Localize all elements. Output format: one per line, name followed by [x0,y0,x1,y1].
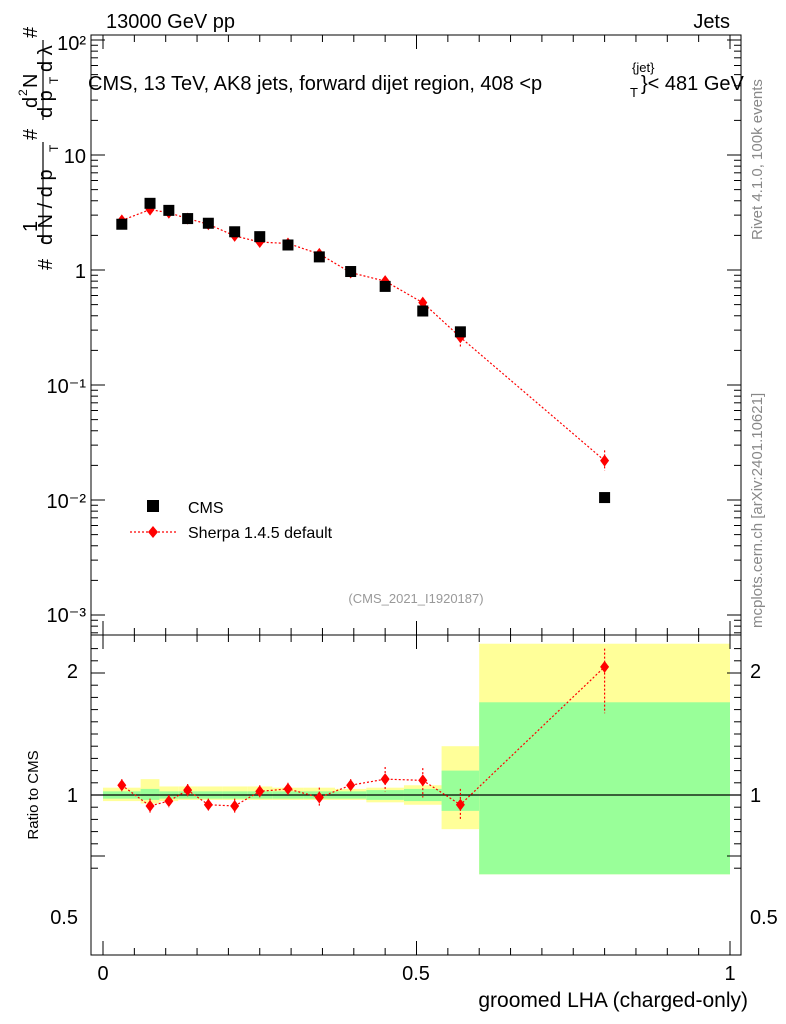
legend: CMS Sherpa 1.4.5 default [130,500,333,542]
ratio-mc-point [255,785,265,798]
ratio-mc-point [418,774,428,787]
ratio-ytick-label-2-right: 2 [750,661,761,683]
main-plot-frame [90,34,742,636]
data-point [454,326,466,338]
ratio-mc-point [346,779,356,792]
data-point [202,217,214,229]
data-point [254,231,266,243]
ylabel-hash-2: # [20,128,42,140]
ratio-mc-line [121,666,606,807]
ratio-ytick-label-2: 2 [67,661,78,683]
data-point [379,280,391,292]
ytick-label-0.01: 10⁻² [47,491,87,513]
ylabel-d2n-d: d [20,97,42,108]
ytick-label-10: 10 [64,146,86,168]
main-y-axis-label: # 1 d N / d p T # d 2 N d p T d λ # [16,26,61,270]
data-point [229,226,241,238]
ratio-ytick-label-1: 1 [67,785,78,807]
plot-title-superscript: {jet} [632,60,655,75]
ylabel-dp: d p [35,90,57,118]
legend-mc-marker [148,526,158,538]
xtick-label-1: 1 [724,963,735,985]
ratio-mc-point [183,784,193,797]
ylabel-one: 1 [20,221,42,232]
mc-point [600,454,610,467]
data-point [116,218,128,230]
mcplots-label-group: mcplots.cern.ch [arXiv:2401.10621] [749,393,766,628]
data-point [182,213,194,225]
plot-title-end: }< 481 GeV [641,73,745,95]
plot-title-subscript: T [630,85,638,100]
data-point [313,251,325,263]
ylabel-dn-dpt: d N / d p [35,169,57,245]
band-inner [140,788,160,800]
legend-mc-label: Sherpa 1.4.5 default [188,525,333,542]
ytick-label-1: 1 [75,261,86,283]
ratio-mc-point [164,795,174,808]
data-point [599,492,611,504]
ratio-ytick-label-1-right: 1 [750,785,761,807]
ratio-mc-point [230,799,240,812]
ratio-y-axis-label-group: Ratio to CMS [25,750,42,839]
ylabel-hash-1: # [35,258,57,270]
legend-data-marker [147,500,159,512]
ratio-y-axis-label: Ratio to CMS [25,750,42,839]
x-axis-label: groomed LHA (charged-only) [478,989,748,1012]
ylabel-t-sub: T [47,144,61,152]
ylabel-dlambda: d λ [35,45,57,72]
ratio-x-ticks [102,635,731,955]
mc-line [121,209,605,462]
process-label: Jets [693,11,730,33]
legend-data-label: CMS [188,500,224,517]
ratio-ytick-label-0.5: 0.5 [50,907,78,929]
plot-title: CMS, 13 TeV, AK8 jets, forward dijet reg… [88,73,542,95]
mc-series-ratio [117,648,610,821]
ratio-y-ticks [91,648,741,869]
ratio-mc-point [314,791,324,804]
ratio-mc-point [117,779,127,792]
analysis-id: (CMS_2021_I1920187) [348,591,483,606]
ratio-mc-point [145,799,155,812]
rivet-label: Rivet 4.1.0, 100k events [749,79,766,240]
data-point [345,266,357,278]
ratio-mc-point [283,782,293,795]
ratio-ytick-label-0.5-right: 0.5 [750,907,778,929]
ylabel-t2-sub: T [47,76,61,84]
main-y-ticks [91,35,741,635]
ylabel-hash-3: # [20,26,42,38]
rivet-label-group: Rivet 4.1.0, 100k events [749,79,766,240]
data-point [282,239,294,251]
ylabel-d2n-n: N [20,74,42,88]
mc-series-main [117,203,610,471]
ratio-mc-point [600,660,610,673]
ratio-mc-point [455,798,465,811]
data-point [144,197,156,209]
band-inner [479,702,730,875]
ytick-label-0.001: 10⁻³ [47,605,87,627]
ylabel-d2n-sup: 2 [16,89,30,96]
ytick-label-0.1: 10⁻¹ [47,376,87,398]
data-series-main [116,197,611,504]
xtick-label-0: 0 [97,963,108,985]
ratio-mc-point [203,798,213,811]
data-point [163,204,175,216]
mcplots-label: mcplots.cern.ch [arXiv:2401.10621] [749,393,766,628]
data-point [417,305,429,317]
beam-label: 13000 GeV pp [106,11,235,33]
xtick-label-0.5: 0.5 [402,963,430,985]
ytick-label-100: 10² [57,33,86,55]
ratio-uncertainty-bands [103,643,730,875]
ratio-mc-point [380,773,390,786]
